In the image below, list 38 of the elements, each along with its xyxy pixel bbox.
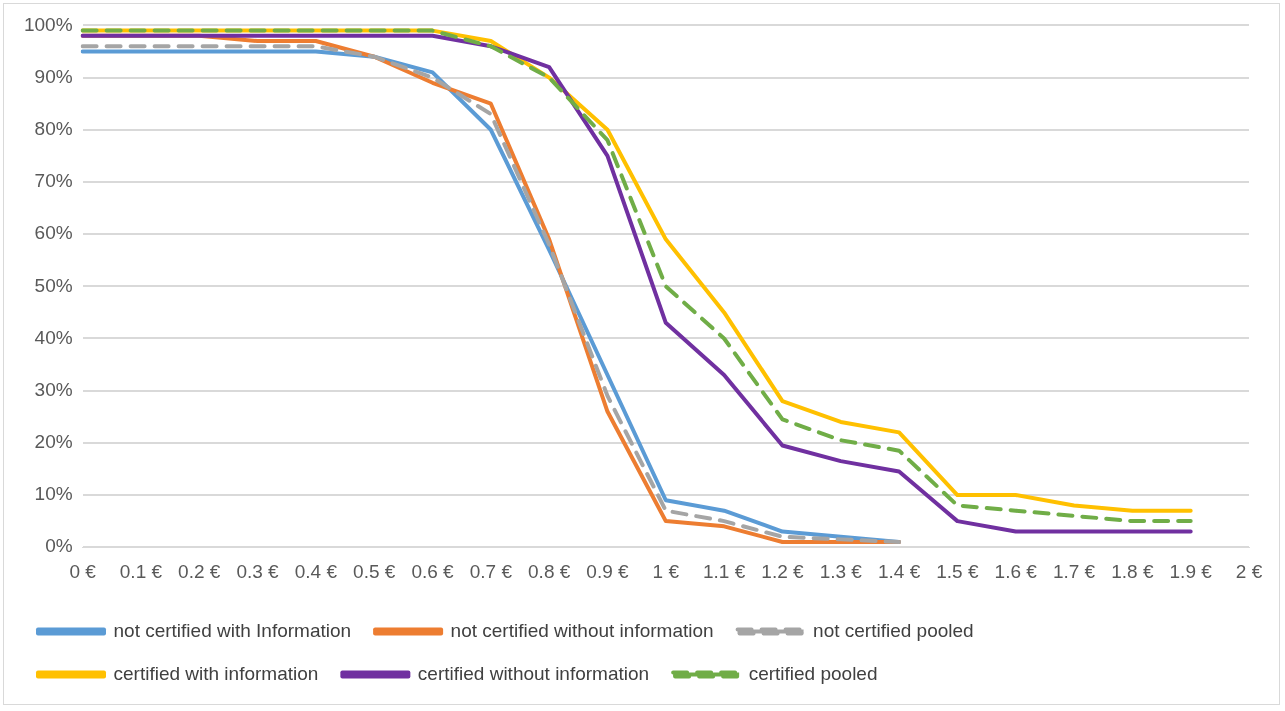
y-tick-label: 30% [34,378,73,400]
y-tick-label: 20% [34,431,73,453]
y-tick-label: 60% [34,222,73,244]
x-tick-label: 1.3 € [819,560,863,582]
x-tick-label: 1.4 € [877,560,921,582]
y-tick-label: 70% [34,170,73,192]
y-tick-label: 80% [34,117,73,139]
x-tick-label: 0.5 € [353,560,396,582]
x-tick-label: 0.4 € [294,560,338,582]
x-tick-label: 1.2 € [761,560,804,582]
x-tick-label: 2 € [1235,560,1263,582]
legend-label: not certified with Information [113,619,352,641]
x-tick-label: 0.9 € [586,560,630,582]
x-tick-label: 0.2 € [178,560,221,582]
x-tick-label: 1.8 € [1111,560,1154,582]
y-tick-label: 0% [45,535,73,557]
x-tick-label: 1.5 € [936,560,979,582]
y-tick-label: 90% [34,65,73,87]
y-tick-label: 50% [34,274,73,296]
legend-label: not certified without information [450,619,714,641]
y-tick-label: 40% [34,326,73,348]
legend-label: certified without information [417,662,650,684]
x-tick-label: 0.6 € [411,560,455,582]
x-tick-label: 1.6 € [994,560,1038,582]
y-tick-label: 100% [23,13,73,35]
x-tick-label: 0.3 € [236,560,280,582]
x-tick-label: 0.7 € [469,560,513,582]
legend-label: certified pooled [748,662,878,684]
x-tick-label: 1 € [652,560,680,582]
x-tick-label: 1.9 € [1169,560,1213,582]
x-tick-label: 1.7 € [1052,560,1096,582]
legend-label: not certified pooled [813,619,974,641]
legend-label: certified with information [113,662,319,684]
x-tick-label: 1.1 € [702,560,746,582]
y-tick-label: 10% [34,483,73,505]
x-tick-label: 0.8 € [528,560,571,582]
x-tick-label: 0 € [69,560,97,582]
x-tick-label: 0.1 € [119,560,163,582]
